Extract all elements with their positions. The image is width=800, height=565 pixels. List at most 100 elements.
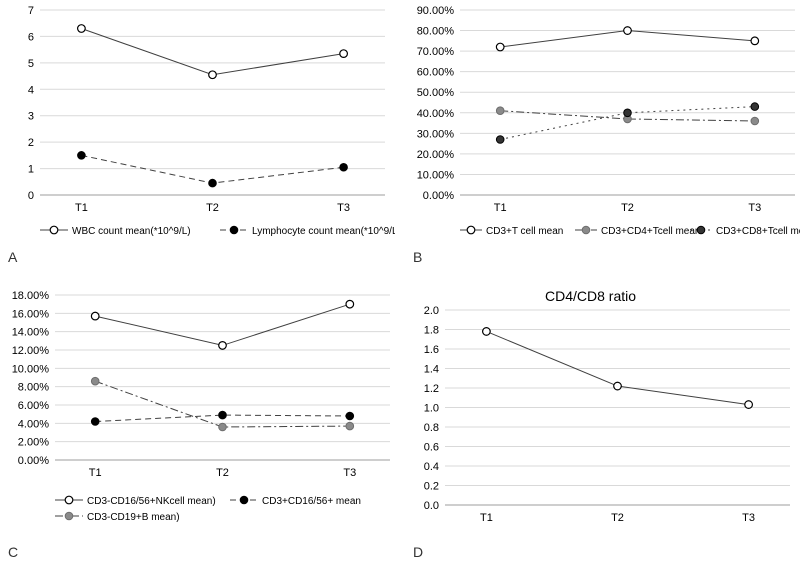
y-tick-label: 16.00% <box>12 308 50 320</box>
legend-label: CD3+T cell mean <box>486 226 563 237</box>
data-point <box>751 117 759 125</box>
y-tick-label: 8.00% <box>18 382 49 394</box>
x-tick-label: T3 <box>343 467 356 479</box>
panel-d: CD4/CD8 ratio 0.0 0.2 0.4 0.6 0.8 1.0 1.2 1.4 1.… <box>405 285 800 565</box>
data-point <box>346 412 354 420</box>
y-tick-label: 70.00% <box>417 46 455 58</box>
data-point <box>751 103 759 111</box>
x-tick-label: T3 <box>742 512 755 524</box>
y-tick-label: 10.00% <box>417 169 455 181</box>
y-tick-label: 20.00% <box>417 149 455 161</box>
data-point <box>745 401 753 409</box>
y-tick-label: 2.00% <box>18 437 49 449</box>
y-tick-label: 14.00% <box>12 327 50 339</box>
y-tick-label: 12.00% <box>12 345 50 357</box>
data-point <box>346 300 354 308</box>
y-tick-label: 1.4 <box>424 364 439 376</box>
data-point <box>78 25 86 33</box>
y-tick-label: 80.00% <box>417 26 455 38</box>
legend-label: Lymphocyte count mean(*10^9/L) <box>252 226 395 237</box>
data-point <box>697 226 705 234</box>
y-tick-label: 1.2 <box>424 383 439 395</box>
panel-c-svg: 0.00% 2.00% 4.00% 6.00% 8.00% 10.00% 12.00% 14.… <box>0 285 395 565</box>
data-point <box>91 312 99 320</box>
data-point <box>340 50 348 58</box>
panel-c-plot-group: 0.00% 2.00% 4.00% 6.00% 8.00% 10.00% 12.00% 14.… <box>12 290 390 523</box>
data-point <box>614 382 622 390</box>
y-tick-label: 30.00% <box>417 128 455 140</box>
panel-b: 0.00% 10.00% 20.00% 30.00% 40.00% 50.00% 60.00… <box>405 0 800 270</box>
x-tick-label: T3 <box>748 202 761 214</box>
data-point <box>340 163 348 171</box>
y-tick-label: 0.2 <box>424 481 439 493</box>
series-line-c_s3 <box>95 381 350 427</box>
y-tick-label: 0.6 <box>424 442 439 454</box>
y-tick-label: 1.6 <box>424 344 439 356</box>
x-tick-label: T2 <box>621 202 634 214</box>
y-tick-label: 7 <box>28 5 34 17</box>
y-tick-label: 0.8 <box>424 422 439 434</box>
y-tick-label: 3 <box>28 111 34 123</box>
x-tick-label: T1 <box>89 467 102 479</box>
y-tick-label: 0 <box>28 190 34 202</box>
y-tick-label: 40.00% <box>417 108 455 120</box>
y-tick-label: 2 <box>28 137 34 149</box>
legend-label: WBC count mean(*10^9/L) <box>72 226 191 237</box>
data-point <box>496 136 504 144</box>
y-tick-label: 50.00% <box>417 87 455 99</box>
y-tick-label: 10.00% <box>12 363 50 375</box>
data-point <box>78 152 86 160</box>
data-point <box>496 43 504 51</box>
y-tick-label: 1.0 <box>424 403 439 415</box>
data-point <box>219 342 227 350</box>
series-line-c_s1 <box>95 304 350 345</box>
y-tick-label: 5 <box>28 58 34 70</box>
legend-label: CD3+CD4+Tcell mean <box>601 226 701 237</box>
panel-d-plot-group: 0.0 0.2 0.4 0.6 0.8 1.0 1.2 1.4 1.6 1.8 2.0 T1 T2 T3 <box>424 305 790 524</box>
series-line-a_s1 <box>81 29 343 75</box>
y-tick-label: 0.4 <box>424 461 439 473</box>
panel-d-title: CD4/CD8 ratio <box>545 288 636 304</box>
data-point <box>346 422 354 430</box>
y-tick-label: 0.00% <box>423 190 454 202</box>
panel-b-plot-group: 0.00% 10.00% 20.00% 30.00% 40.00% 50.00% 60.00… <box>417 5 800 237</box>
panel-c-letter: C <box>8 544 18 560</box>
y-tick-label: 0.00% <box>18 455 49 467</box>
y-tick-label: 2.0 <box>424 305 439 317</box>
y-tick-label: 1 <box>28 164 34 176</box>
data-point <box>624 27 632 35</box>
y-tick-label: 4 <box>28 84 34 96</box>
x-tick-label: T1 <box>75 202 88 214</box>
y-tick-label: 0.0 <box>424 500 439 512</box>
data-point <box>209 71 217 79</box>
data-point <box>467 226 475 234</box>
legend-label: CD3+CD8+Tcell mean <box>716 226 800 237</box>
panel-d-svg: CD4/CD8 ratio 0.0 0.2 0.4 0.6 0.8 1.0 1.2 1.4 1.… <box>405 285 800 565</box>
x-tick-label: T1 <box>494 202 507 214</box>
panel-a: 01234567T1T2T3WBC count mean(*10^9/L)Lym… <box>0 0 395 270</box>
data-point <box>751 37 759 45</box>
data-point <box>209 179 217 187</box>
panel-a-letter: A <box>8 249 18 265</box>
legend-label: CD3-CD16/56+NKcell mean) <box>87 496 216 507</box>
y-tick-label: 60.00% <box>417 67 455 79</box>
y-tick-label: 18.00% <box>12 290 50 302</box>
data-point <box>91 377 99 385</box>
panel-c: 0.00% 2.00% 4.00% 6.00% 8.00% 10.00% 12.00% 14.… <box>0 285 395 565</box>
x-tick-label: T2 <box>216 467 229 479</box>
y-tick-label: 4.00% <box>18 418 49 430</box>
y-tick-label: 6.00% <box>18 400 49 412</box>
x-tick-label: T1 <box>480 512 493 524</box>
data-point <box>50 226 58 234</box>
x-tick-label: T2 <box>206 202 219 214</box>
x-tick-label: T2 <box>611 512 624 524</box>
data-point <box>483 328 491 336</box>
y-tick-label: 1.8 <box>424 325 439 337</box>
data-point <box>65 496 73 504</box>
panel-a-svg: 01234567T1T2T3WBC count mean(*10^9/L)Lym… <box>0 0 395 270</box>
data-point <box>219 423 227 431</box>
y-tick-label: 6 <box>28 31 34 43</box>
legend-label: CD3+CD16/56+ mean <box>262 496 361 507</box>
data-point <box>65 512 73 520</box>
data-point <box>219 411 227 419</box>
